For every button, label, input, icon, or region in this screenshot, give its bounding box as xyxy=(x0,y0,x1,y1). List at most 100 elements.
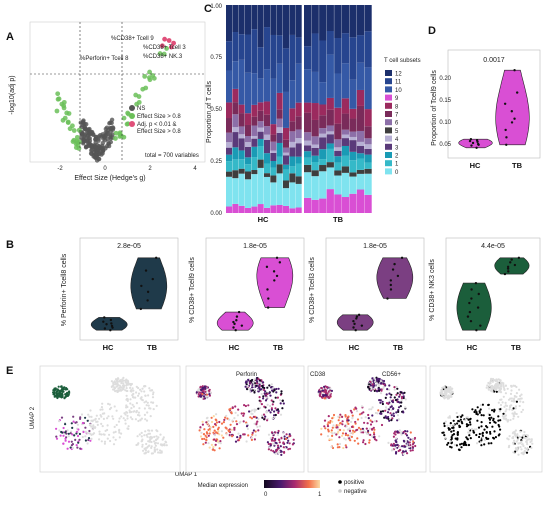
umap-cell xyxy=(103,433,106,436)
stack-segment-10 xyxy=(326,54,334,98)
stack-segment-8 xyxy=(226,102,233,119)
umap-cell xyxy=(359,430,362,433)
violin-point-tb xyxy=(509,261,512,264)
stack-segment-12 xyxy=(245,5,252,35)
umap-cell xyxy=(112,443,116,446)
umap-cell xyxy=(86,432,89,435)
umap-cell xyxy=(258,388,261,391)
umap-cell xyxy=(100,440,103,443)
violin-body-tb xyxy=(376,257,414,299)
umap-cell xyxy=(201,420,204,423)
volcano-point-effect xyxy=(125,110,131,116)
umap-cell xyxy=(132,405,135,408)
umap-cell xyxy=(332,413,336,417)
umap-cell xyxy=(206,393,209,396)
umap-cell xyxy=(208,393,211,396)
umap-cell xyxy=(77,441,80,444)
umap-cell xyxy=(495,379,498,382)
umap-cell xyxy=(124,389,127,392)
violin-b2-hc: HC xyxy=(229,343,240,352)
volcano-xlabel: Effect Size (Hedge's g) xyxy=(74,175,145,182)
volcano-xtick: 4 xyxy=(193,166,197,172)
stack-segment-10 xyxy=(319,82,327,105)
umap-cell xyxy=(220,430,223,433)
umap-cell xyxy=(279,445,282,448)
umap-cell xyxy=(57,395,60,398)
umap-cell xyxy=(464,419,467,422)
umap-cell xyxy=(455,444,458,447)
umap-cell xyxy=(264,415,267,418)
stack-segment-1 xyxy=(304,157,312,165)
violin-point-hc xyxy=(476,142,480,146)
stack-group-hc: HC xyxy=(258,215,269,224)
umap-cell xyxy=(512,451,515,454)
volcano-point-ns xyxy=(110,125,116,130)
umap-cell xyxy=(394,398,398,402)
umap-cell xyxy=(199,435,203,438)
umap-cell xyxy=(519,394,522,398)
umap-cell xyxy=(64,423,67,426)
umap-cell xyxy=(152,401,155,404)
umap-cell xyxy=(511,408,514,412)
violin-point-tb xyxy=(154,256,158,259)
umap-cell xyxy=(113,381,116,384)
umap-cell xyxy=(274,437,277,441)
umap-cell xyxy=(362,441,365,444)
violin-d-ylabel: Proportion of Tcell9 cells xyxy=(431,70,438,146)
umap-cell xyxy=(155,429,158,432)
umap-cell xyxy=(381,410,385,413)
umap-cell xyxy=(145,446,149,449)
stack-segment-8 xyxy=(232,88,239,103)
stack-segment-4 xyxy=(349,136,357,141)
umap-cell xyxy=(219,442,222,445)
umap-cell xyxy=(242,420,245,423)
umap-cell xyxy=(143,447,146,450)
violin-point-tb xyxy=(266,288,269,291)
umap-cell xyxy=(385,417,388,420)
stack-segment-3 xyxy=(232,132,239,148)
umap-cell xyxy=(478,411,481,414)
umap-cell xyxy=(154,442,157,445)
umap-cell xyxy=(252,385,255,388)
umap-cell xyxy=(380,412,383,415)
umap-cell xyxy=(466,416,469,419)
stack-segment-3 xyxy=(251,138,258,147)
volcano-point-effect xyxy=(147,77,153,83)
umap-cell xyxy=(405,434,409,437)
umap-cell xyxy=(327,430,330,433)
umap-cell xyxy=(518,442,522,445)
umap-cell xyxy=(502,385,505,389)
umap-cell xyxy=(467,443,471,447)
stack-legend-label: 1 xyxy=(395,162,399,168)
violin-point-hc xyxy=(469,138,473,141)
umap-cell xyxy=(476,419,479,422)
umap-cell xyxy=(394,433,397,436)
umap-cell xyxy=(257,407,260,410)
umap-cell xyxy=(497,419,500,422)
umap-cell xyxy=(109,439,112,443)
umap-cell xyxy=(270,408,273,411)
umap-cell xyxy=(59,434,62,437)
stack-segment-8 xyxy=(356,89,365,106)
stack-segment-1 xyxy=(289,166,296,174)
umap-cell xyxy=(392,407,395,410)
stack-segment-5 xyxy=(289,173,296,183)
umap-cell xyxy=(200,388,203,392)
stack-segment-9 xyxy=(295,207,302,213)
umap-cell xyxy=(450,436,453,439)
umap-cell xyxy=(362,431,365,434)
umap-cell xyxy=(390,393,393,396)
stack-segment-10 xyxy=(276,63,283,93)
violin-b3-frame xyxy=(325,237,425,341)
violin-b4-ylabel: % CD38+ NK3 cells xyxy=(429,259,436,321)
umap-cell xyxy=(480,421,483,424)
volcano-point-significant xyxy=(162,36,168,42)
stack-segment-12 xyxy=(270,5,277,35)
volcano-point-ns xyxy=(81,138,86,143)
umap-title-cd38: CD38 xyxy=(310,372,326,378)
stack-segment-4 xyxy=(226,142,233,148)
umap-cell xyxy=(237,408,240,411)
stack-segment-3 xyxy=(349,140,357,152)
umap-cell xyxy=(268,384,271,387)
stack-segment-11 xyxy=(311,33,319,72)
